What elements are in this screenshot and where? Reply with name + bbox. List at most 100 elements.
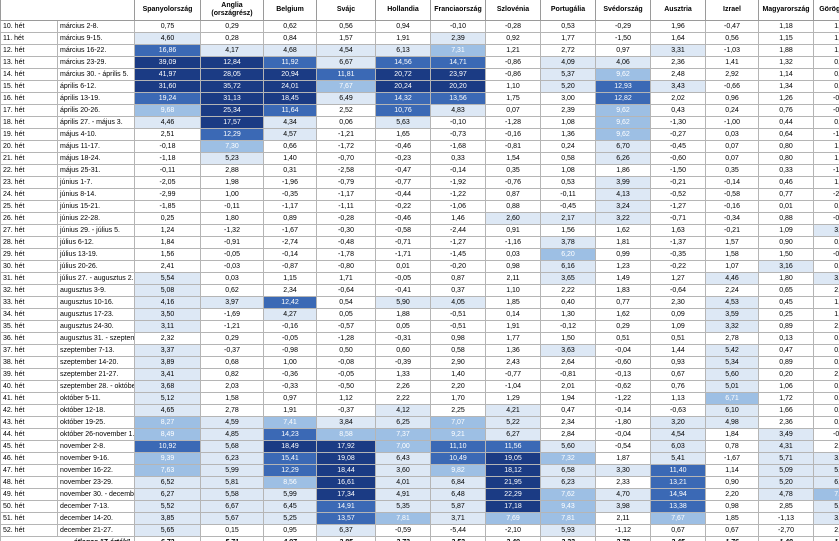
week-cell: 12. hét [0,44,58,57]
table-row: 45. hét november 2-8. 10,92 5,68 18,49 17,92 7… [0,440,839,453]
value-cell: 24,01 [263,80,317,93]
week-cell: 19. hét [0,128,58,141]
period-cell: április 27. - május 3. [57,116,135,129]
value-cell: 7,20 [813,488,839,501]
period-cell: március 23-29. [57,56,135,69]
value-cell: 0,83 [813,200,839,213]
table-row: 31. hét július 27. - augusztus 2. 5,54 0,03… [0,272,839,285]
value-cell: 5,93 [540,524,596,537]
value-cell: 11,64 [263,104,317,117]
week-cell: 28. hét [0,236,58,249]
value-cell: -1,32 [200,224,264,237]
value-cell: 0,50 [316,344,376,357]
value-cell: 5,25 [263,512,317,525]
table-row: 12. hét március 16-22. 16,86 4,17 4,68 4,54 6,… [0,44,839,57]
value-cell: -5,44 [430,524,486,537]
value-cell: 5,90 [375,296,431,309]
value-cell: 13,38 [650,500,706,513]
value-cell: 39,09 [134,56,201,69]
value-cell: -0,05 [375,272,431,285]
period-cell: június 15-21. [57,200,135,213]
value-cell: 0,44 [813,392,839,405]
value-cell: 4,91 [375,488,431,501]
value-cell: 0,45 [758,296,814,309]
value-cell: -1,21 [316,128,376,141]
period-cell: augusztus 24-30. [57,320,135,333]
value-cell: 1,50 [540,332,596,345]
value-cell: -0,24 [813,92,839,105]
value-cell: -1,16 [485,236,541,249]
value-cell: 21,95 [485,476,541,489]
value-cell: 18,12 [485,464,541,477]
week-cell: 34. hét [0,308,58,321]
value-cell: 4,09 [540,56,596,69]
value-cell: 6,20 [540,248,596,261]
table-row: 34. hét augusztus 17-23. 3,50 -1,69 4,27 0,05… [0,308,839,321]
value-cell: 3,59 [705,308,759,321]
value-cell: -0,45 [650,140,706,153]
table-row: 15. hét április 6-12. 31,60 35,72 24,01 7,67 2… [0,80,839,93]
value-cell: 0,07 [705,140,759,153]
value-cell: 7,81 [375,512,431,525]
value-cell: 0,67 [650,368,706,381]
value-cell: 1,56 [134,248,201,261]
value-cell: -0,35 [650,248,706,261]
value-cell: 1,41 [705,56,759,69]
period-cell: május 18-24. [57,152,135,165]
week-cell: 50. hét [0,500,58,513]
value-cell: 0,75 [134,20,201,33]
value-cell: 2,01 [540,380,596,393]
table-row: 23. hét június 1-7. -2,05 1,98 -1,96 -0,79 -0,… [0,176,839,189]
week-cell: 45. hét [0,440,58,453]
period-cell: június 8-14. [57,188,135,201]
value-cell: 1,64 [650,32,706,45]
value-cell: 0,82 [200,368,264,381]
value-cell: -2,99 [134,188,201,201]
table-row: 48. hét november 23-29. 6,52 5,81 8,56 16,61 4… [0,476,839,489]
value-cell: 2,03 [200,380,264,393]
value-cell: 20,20 [430,80,486,93]
average-value: 1,30 [813,536,839,541]
value-cell: 6,52 [813,476,839,489]
value-cell: -0,33 [263,380,317,393]
value-cell: 5,35 [375,500,431,513]
value-cell: -1,13 [758,512,814,525]
value-cell: -1,67 [263,224,317,237]
value-cell: -1,28 [485,116,541,129]
value-cell: -0,86 [485,68,541,81]
value-cell: 0,33 [430,152,486,165]
value-cell: 2,22 [375,392,431,405]
value-cell: 2,52 [316,104,376,117]
value-cell: 1,29 [485,392,541,405]
value-cell: 3,84 [316,416,376,429]
value-cell: -1,69 [200,308,264,321]
value-cell: 1,58 [200,392,264,405]
value-cell: 5,08 [134,284,201,297]
value-cell: 0,80 [758,152,814,165]
value-cell: 3,32 [705,320,759,333]
value-cell: 0,96 [813,344,839,357]
value-cell: 2,11 [485,272,541,285]
value-cell: -1,17 [316,188,376,201]
value-cell: -1,04 [485,380,541,393]
value-cell: 0,37 [430,284,486,297]
value-cell: 0,15 [200,524,264,537]
value-cell: -0,63 [650,404,706,417]
value-cell: 2,20 [430,380,486,393]
value-cell: 4,98 [705,416,759,429]
value-cell: 0,76 [758,104,814,117]
value-cell: 1,63 [813,32,839,45]
value-cell: 2,29 [813,284,839,297]
period-cell: november 2-8. [57,440,135,453]
value-cell: -1,27 [650,200,706,213]
value-cell: 4,54 [650,428,706,441]
value-cell: -2,74 [263,236,317,249]
value-cell: -0,31 [813,212,839,225]
value-cell: 6,45 [263,500,317,513]
week-cell: 20. hét [0,140,58,153]
value-cell: 1,21 [813,296,839,309]
column-header: Svájc [316,0,376,21]
value-cell: 0,01 [375,260,431,273]
value-cell: 6,67 [316,56,376,69]
